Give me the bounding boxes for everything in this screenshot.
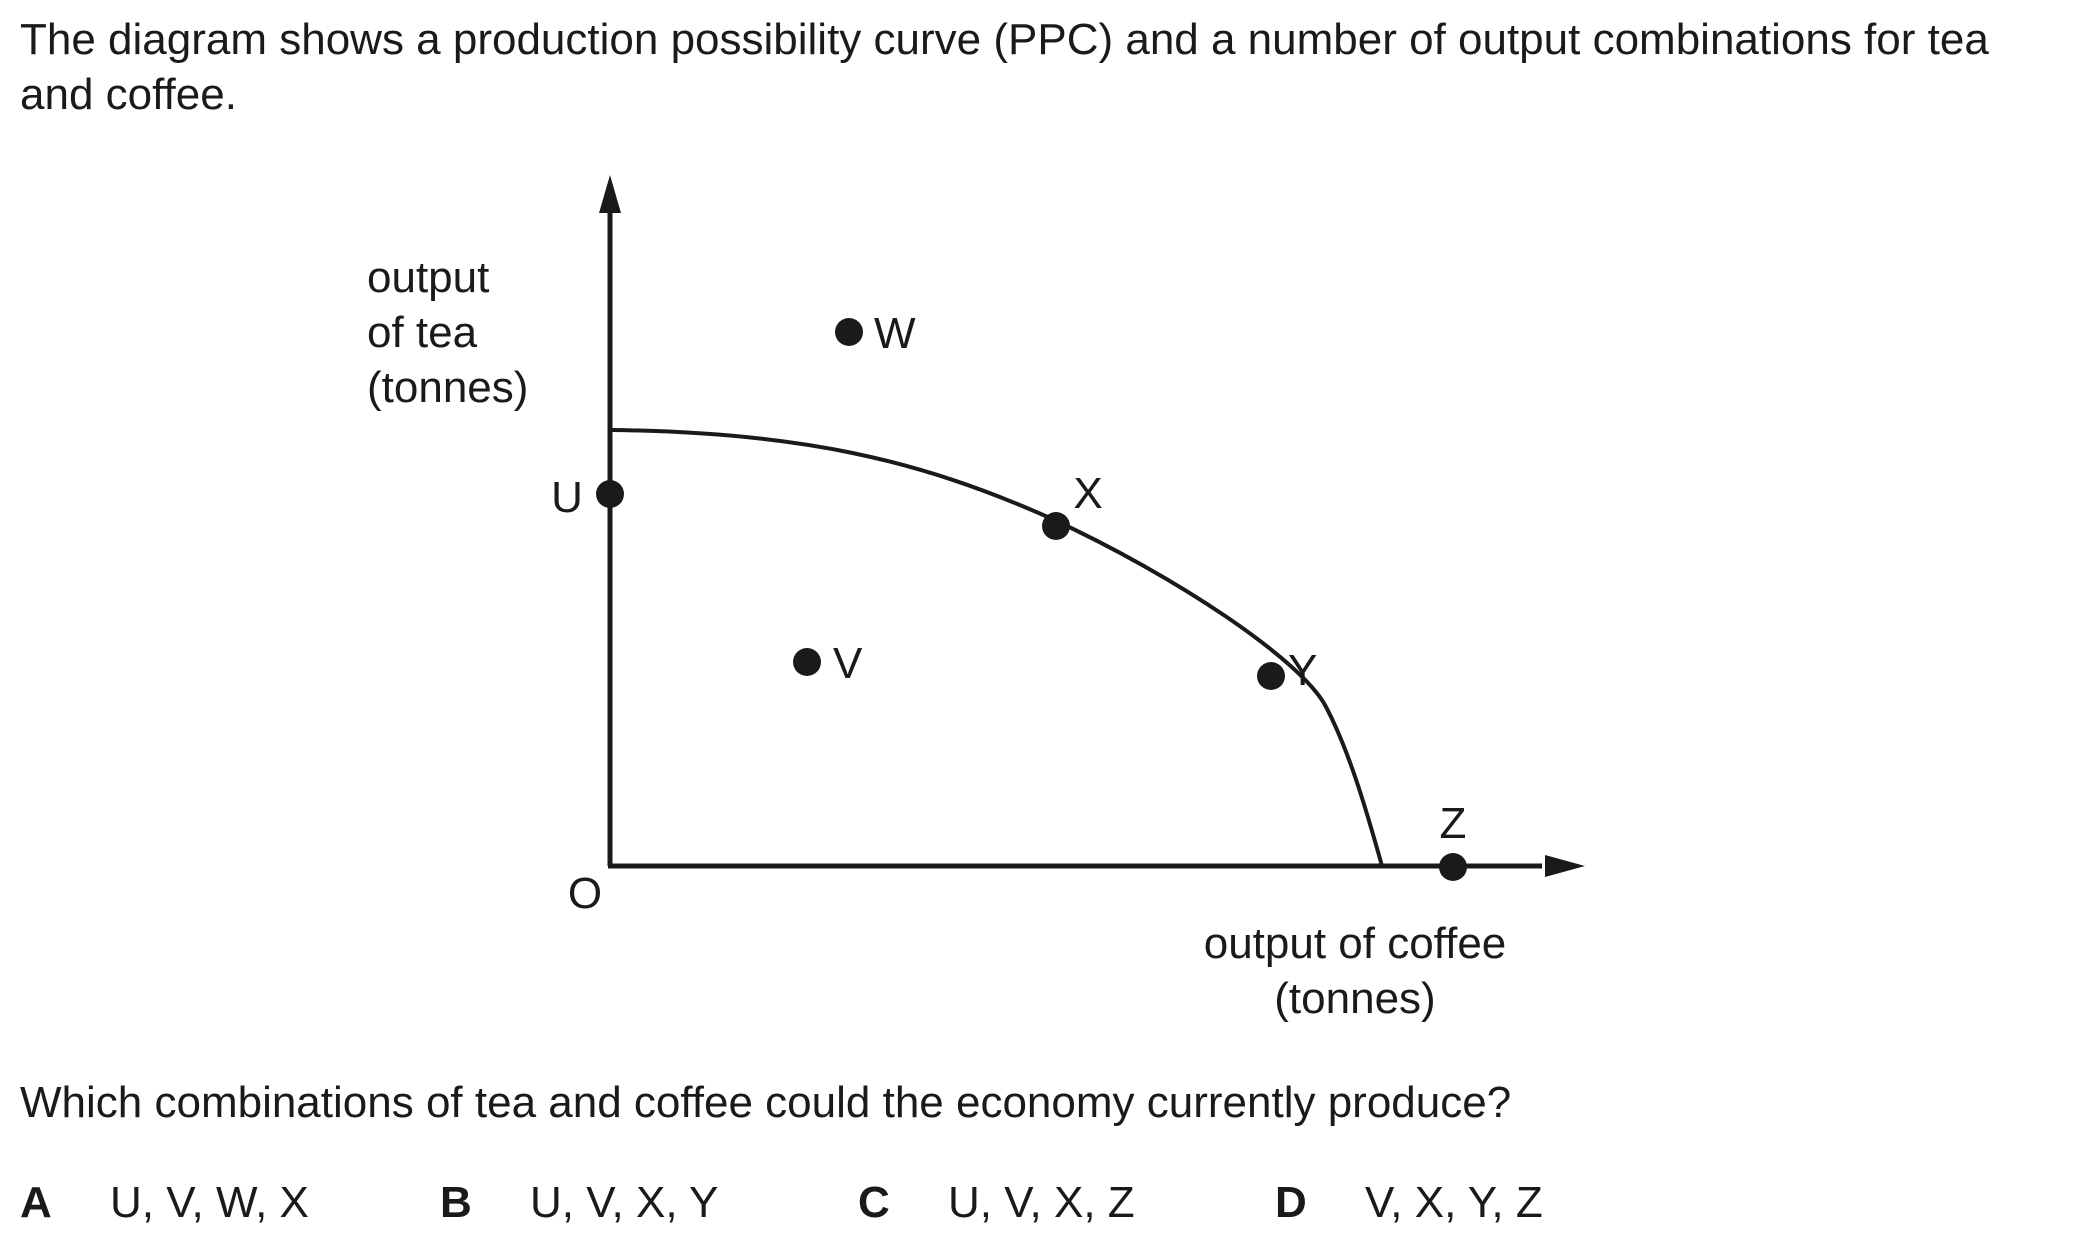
point-w-marker [835,318,863,346]
option-a-letter: A [20,1178,52,1227]
question-prompt: Which combinations of tea and coffee cou… [20,1078,1512,1127]
x-axis-arrow [1545,855,1585,877]
option-a-text: U, V, W, X [110,1178,309,1227]
point-u-marker [596,480,624,508]
point-z-marker [1439,853,1467,881]
y-axis-arrow [599,175,621,213]
point-y-label: Y [1288,646,1317,695]
option-d[interactable]: D V, X, Y, Z [1275,1175,1543,1230]
option-d-letter: D [1275,1178,1307,1227]
x-axis-label-line-1: output of coffee [1204,919,1507,968]
origin-label: O [568,869,602,918]
y-axis-label-line-3: (tonnes) [367,363,528,412]
option-d-text: V, X, Y, Z [1365,1178,1543,1227]
option-c-letter: C [858,1178,890,1227]
point-z-label: Z [1440,799,1467,848]
point-x-label: X [1073,469,1102,518]
ppc-curve [609,428,1384,867]
point-w-label: W [874,309,916,358]
y-axis-label-line-1: output [367,253,489,302]
option-b[interactable]: B U, V, X, Y [440,1175,718,1230]
option-b-letter: B [440,1178,472,1227]
point-v-marker [793,648,821,676]
option-c-text: U, V, X, Z [948,1178,1135,1227]
question-intro: The diagram shows a production possibili… [20,15,1989,119]
point-y-marker [1257,662,1285,690]
point-v-label: V [833,639,863,688]
option-a[interactable]: A U, V, W, X [20,1175,309,1230]
y-axis-label-line-2: of tea [367,308,478,357]
option-c[interactable]: C U, V, X, Z [858,1175,1135,1230]
x-axis-label-line-2: (tonnes) [1274,974,1435,1023]
point-x-marker [1042,512,1070,540]
option-b-text: U, V, X, Y [530,1178,719,1227]
point-u-label: U [551,473,583,522]
answer-options: A U, V, W, X B U, V, X, Y C U, V, X, Z D V, … [20,1175,2070,1235]
